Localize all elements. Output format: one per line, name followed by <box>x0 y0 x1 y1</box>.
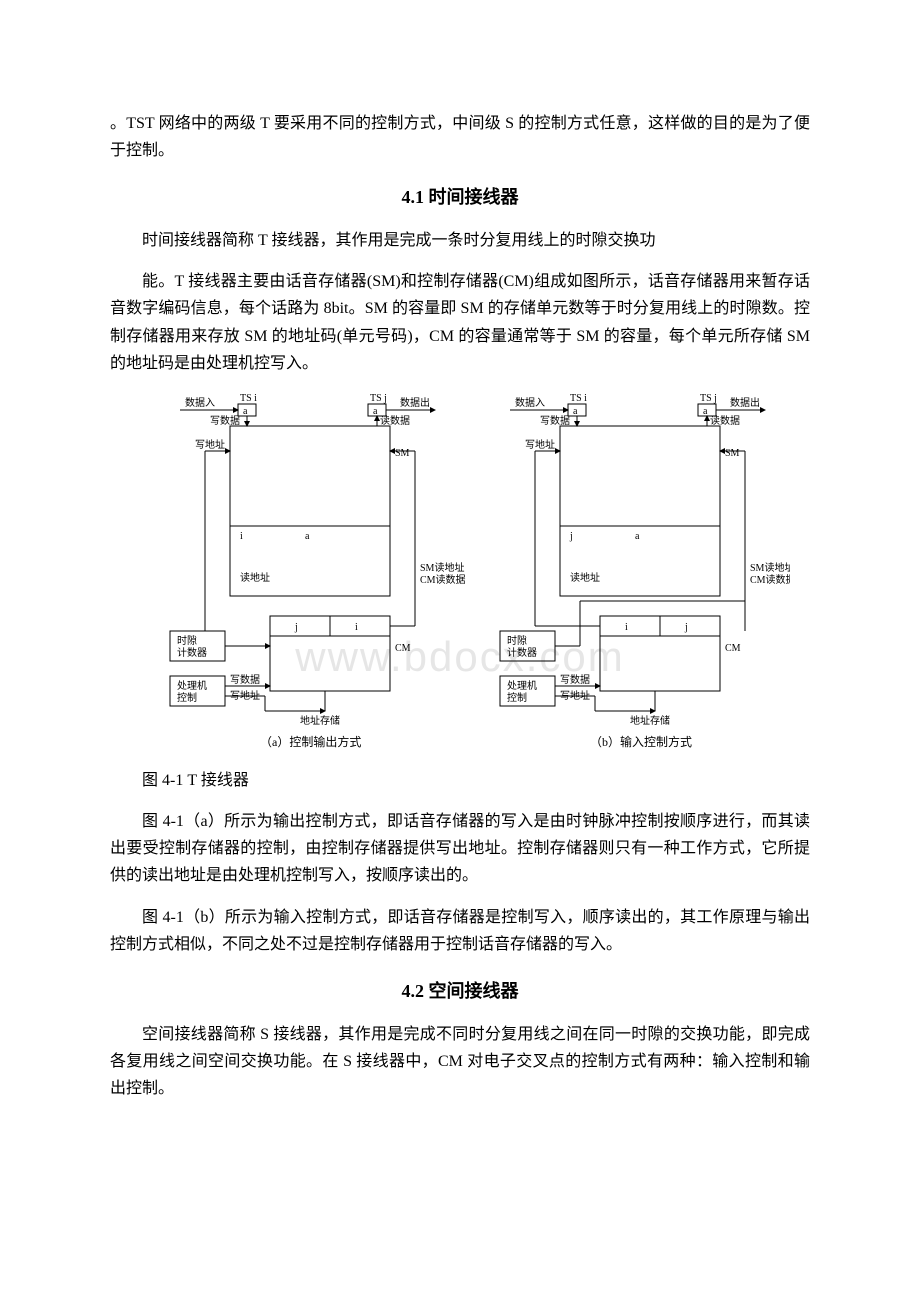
left-sub-caption: （a）控制输出方式 <box>260 734 361 749</box>
left-data-out: 数据出 <box>400 396 430 409</box>
right-write-data: 写数据 <box>540 414 570 427</box>
right-addr-store: 地址存储 <box>630 714 670 727</box>
right-a-cell: a <box>635 531 640 542</box>
right-cm-read: CM读数据 <box>750 573 790 586</box>
left-read-data: 读数据 <box>380 414 410 427</box>
left-cpu2: 控制 <box>177 691 197 704</box>
right-j-cell: j <box>569 531 573 542</box>
left-addr-store: 地址存储 <box>300 714 340 727</box>
left-read-addr: 读地址 <box>240 571 270 584</box>
right-cm-i: i <box>625 622 628 633</box>
right-box-a: a <box>573 406 578 417</box>
left-ts-out: TS j <box>370 393 387 404</box>
intro-paragraph: 。TST 网络中的两级 T 要采用不同的控制方式，中间级 S 的控制方式任意，这… <box>110 110 810 164</box>
document-page: 。TST 网络中的两级 T 要采用不同的控制方式，中间级 S 的控制方式任意，这… <box>0 0 920 1176</box>
paragraph-4-2-a: 空间接线器简称 S 接线器，其作用是完成不同时分复用线之间在同一时隙的交换功能，… <box>110 1021 810 1103</box>
figure-4-1: www.bdocx.com i a SM TS i a 数据入 写数据 TS j <box>110 391 810 761</box>
heading-4-1: 4.1 时间接线器 <box>110 182 810 213</box>
right-cpu2: 控制 <box>507 691 527 704</box>
right-ts-out: TS j <box>700 393 717 404</box>
right-read-addr: 读地址 <box>570 571 600 584</box>
left-sm: SM <box>395 448 410 459</box>
right-box-a2: a <box>703 406 708 417</box>
heading-4-2: 4.2 空间接线器 <box>110 976 810 1007</box>
left-cm-i: i <box>355 622 358 633</box>
left-cm-j: j <box>294 622 298 633</box>
left-cm: CM <box>395 643 411 654</box>
left-a-cell: a <box>305 531 310 542</box>
right-cm-j: j <box>684 622 688 633</box>
left-tsc1: 时隙 <box>177 634 197 647</box>
paragraph-4-1-c: 图 4-1（a）所示为输出控制方式，即话音存储器的写入是由时钟脉冲控制按顺序进行… <box>110 808 810 890</box>
left-i: i <box>240 531 243 542</box>
left-write-addr: 写地址 <box>195 438 225 451</box>
paragraph-4-1-d: 图 4-1（b）所示为输入控制方式，即话音存储器是控制写入，顺序读出的，其工作原… <box>110 904 810 958</box>
paragraph-4-1-a: 时间接线器简称 T 接线器，其作用是完成一条时分复用线上的时隙交换功 <box>110 227 810 254</box>
left-data-in: 数据入 <box>185 396 215 409</box>
right-ts-in: TS i <box>570 393 587 404</box>
left-wd2: 写数据 <box>230 673 260 686</box>
right-cpu1: 处理机 <box>507 679 537 692</box>
right-tsc1: 时隙 <box>507 634 527 647</box>
watermark-text: www.bdocx.com <box>294 633 624 680</box>
right-data-in: 数据入 <box>515 396 545 409</box>
left-sm-read: SM读地址 <box>420 561 464 574</box>
right-sub-caption: （b）输入控制方式 <box>590 734 692 749</box>
figure-4-1-caption: 图 4-1 T 接线器 <box>110 767 810 794</box>
right-sm-read: SM读地址 <box>750 561 790 574</box>
right-read-data: 读数据 <box>710 414 740 427</box>
right-wd2: 写数据 <box>560 673 590 686</box>
left-box-a2: a <box>373 406 378 417</box>
left-tsc2: 计数器 <box>177 646 207 659</box>
right-tsc2: 计数器 <box>507 646 537 659</box>
right-data-out: 数据出 <box>730 396 760 409</box>
left-cm-read: CM读数据 <box>420 573 466 586</box>
paragraph-4-1-b: 能。T 接线器主要由话音存储器(SM)和控制存储器(CM)组成如图所示，话音存储… <box>110 268 810 377</box>
right-sm: SM <box>725 448 740 459</box>
left-ts-in: TS i <box>240 393 257 404</box>
left-box-a: a <box>243 406 248 417</box>
left-cpu1: 处理机 <box>177 679 207 692</box>
left-write-data: 写数据 <box>210 414 240 427</box>
right-write-addr: 写地址 <box>525 438 555 451</box>
right-cm: CM <box>725 643 741 654</box>
